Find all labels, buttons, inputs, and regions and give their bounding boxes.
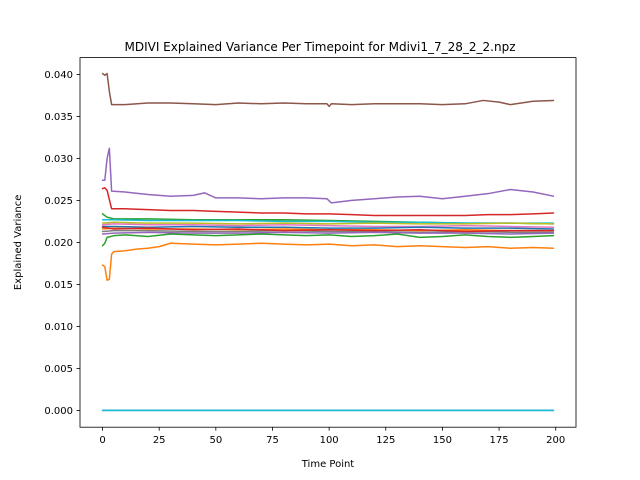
x-tick-label: 200 bbox=[546, 435, 565, 446]
x-axis-label: Time Point bbox=[301, 459, 355, 470]
x-tick-label: 0 bbox=[99, 435, 105, 446]
x-tick-label: 75 bbox=[266, 435, 279, 446]
y-tick-label: 0.040 bbox=[44, 70, 73, 81]
series-line-8 bbox=[101, 225, 555, 230]
y-axis-label: Explained Variance bbox=[13, 195, 24, 290]
x-tick-label: 125 bbox=[376, 435, 395, 446]
series-line-12 bbox=[101, 226, 555, 233]
series-line-14 bbox=[101, 242, 555, 281]
x-tick-label: 25 bbox=[153, 435, 166, 446]
plot-frame bbox=[79, 57, 577, 428]
x-tick-label: 50 bbox=[209, 435, 222, 446]
y-tick-label: 0.000 bbox=[44, 406, 73, 417]
y-tick-label: 0.020 bbox=[44, 238, 73, 249]
y-tick-label: 0.015 bbox=[44, 280, 73, 291]
series-line-7 bbox=[101, 223, 555, 229]
y-tick-label: 0.025 bbox=[44, 196, 73, 207]
series-line-2 bbox=[101, 147, 555, 204]
y-axis: 0.000 0.005 0.010 0.015 0.020 0.025 0.030 0.035… bbox=[44, 70, 80, 417]
x-tick-label: 150 bbox=[433, 435, 452, 446]
chart-title: MDIVI Explained Variance Per Timepoint f… bbox=[124, 40, 515, 54]
series-line-6 bbox=[101, 221, 555, 225]
series-line-1 bbox=[101, 72, 555, 108]
y-tick-label: 0.005 bbox=[44, 364, 73, 375]
y-tick-label: 0.010 bbox=[44, 322, 73, 333]
x-tick-label: 175 bbox=[490, 435, 509, 446]
x-axis: 0 25 50 75 100 125 150 175 200 bbox=[99, 427, 565, 446]
series-line-13 bbox=[101, 233, 555, 247]
x-tick-label: 100 bbox=[320, 435, 339, 446]
y-tick-label: 0.035 bbox=[44, 112, 73, 123]
series-line-3 bbox=[101, 187, 555, 217]
series-line-11 bbox=[101, 231, 555, 235]
y-tick-label: 0.030 bbox=[44, 154, 73, 165]
